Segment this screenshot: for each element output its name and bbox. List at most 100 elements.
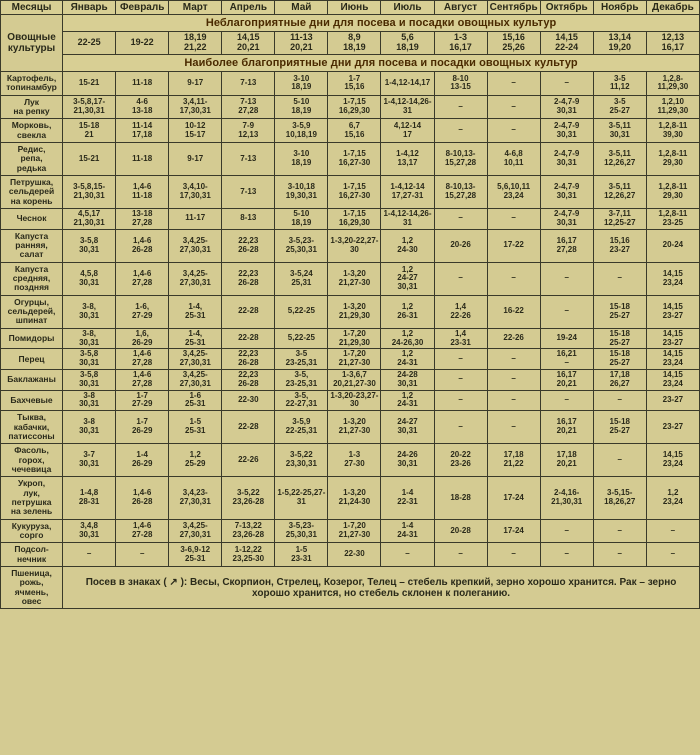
month-6: Июль xyxy=(381,1,434,15)
crop-6-m10: 15,1623-27 xyxy=(593,229,646,262)
crop-15-m2: 3,4,23-27,30,31 xyxy=(169,477,222,519)
crop-5-m8: – xyxy=(487,209,540,230)
crop-1-m0: 3-5,8,17-21,30,31 xyxy=(63,95,116,119)
crop-8-m11: 14,1523-27 xyxy=(646,295,699,328)
crop-label-7: Капуста средняя,поздняя xyxy=(1,262,63,295)
crop-1-m6: 1-4,12-14,26-31 xyxy=(381,95,434,119)
crop-17-m0: – xyxy=(63,543,116,567)
crop-16-m0: 3,4,830,31 xyxy=(63,519,116,543)
crop-13-m10: 15-1825-27 xyxy=(593,411,646,444)
crop-15-m6: 1-422-31 xyxy=(381,477,434,519)
crop-14-m10: – xyxy=(593,444,646,477)
crop-2-m6: 4,12-1417 xyxy=(381,119,434,143)
crop-15-m5: 1-3,2021,24-30 xyxy=(328,477,381,519)
crop-15-m9: 2-4,16-21,30,31 xyxy=(540,477,593,519)
month-11: Декабрь xyxy=(646,1,699,15)
month-10: Ноябрь xyxy=(593,1,646,15)
crop-16-m1: 1,4-627-28 xyxy=(116,519,169,543)
crop-0-m1: 11-18 xyxy=(116,71,169,95)
crop-5-m4: 5-1018,19 xyxy=(275,209,328,230)
crop-5-m5: 1-7,1516,29,30 xyxy=(328,209,381,230)
month-4: Май xyxy=(275,1,328,15)
crop-8-m8: 16-22 xyxy=(487,295,540,328)
footer-note: Посев в знаках ( ↗ ): Весы, Скорпион, Ст… xyxy=(63,566,700,608)
crop-4-m9: 2-4,7-930,31 xyxy=(540,176,593,209)
crop-9-m2: 1-4,25-31 xyxy=(169,328,222,349)
crop-0-m7: 8-1013-15 xyxy=(434,71,487,95)
crop-17-m9: – xyxy=(540,543,593,567)
crop-14-m0: 3-730,31 xyxy=(63,444,116,477)
crop-13-m1: 1-726-29 xyxy=(116,411,169,444)
crop-3-m7: 8-10,13-15,27,28 xyxy=(434,143,487,176)
wheat-label: Пшеница,рожь,ячмень,овес xyxy=(1,566,63,608)
crop-15-m3: 3-5,2223,26-28 xyxy=(222,477,275,519)
crop-8-m6: 1,226-31 xyxy=(381,295,434,328)
crop-2-m10: 3-5,1130,31 xyxy=(593,119,646,143)
crop-label-15: Укроп,лук,петрушкана зелень xyxy=(1,477,63,519)
crop-17-m3: 1-12,2223,25-30 xyxy=(222,543,275,567)
crop-7-m1: 1,4-627,28 xyxy=(116,262,169,295)
crop-6-m11: 20-24 xyxy=(646,229,699,262)
crop-6-m0: 3-5,830,31 xyxy=(63,229,116,262)
crop-2-m5: 6,715,16 xyxy=(328,119,381,143)
crop-13-m6: 24-2730,31 xyxy=(381,411,434,444)
crop-9-m3: 22-28 xyxy=(222,328,275,349)
crop-2-m8: – xyxy=(487,119,540,143)
crop-4-m0: 3-5,8,15-21,30,31 xyxy=(63,176,116,209)
crop-0-m0: 15-21 xyxy=(63,71,116,95)
month-1: Февраль xyxy=(116,1,169,15)
banner-favorable: Наиболее благоприятные дни для посева и … xyxy=(63,54,700,71)
crop-5-m7: – xyxy=(434,209,487,230)
unfav-4: 11-1320,21 xyxy=(275,32,328,55)
corner-months: Месяцы xyxy=(1,1,63,15)
crop-12-m3: 22-30 xyxy=(222,390,275,411)
crop-11-m10: 17,1826,27 xyxy=(593,369,646,390)
crop-4-m1: 1,4-611-18 xyxy=(116,176,169,209)
crop-17-m4: 1-523-31 xyxy=(275,543,328,567)
crop-4-m10: 3-5,1112,26,27 xyxy=(593,176,646,209)
crop-14-m8: 17,1821,22 xyxy=(487,444,540,477)
crop-11-m5: 1-3,6,720,21,27-30 xyxy=(328,369,381,390)
crop-2-m0: 15-1821 xyxy=(63,119,116,143)
crop-7-m9: – xyxy=(540,262,593,295)
crop-3-m2: 9-17 xyxy=(169,143,222,176)
unfav-6: 5,618,19 xyxy=(381,32,434,55)
month-3: Апрель xyxy=(222,1,275,15)
crop-label-11: Баклажаны xyxy=(1,369,63,390)
crop-label-2: Морковь,свекла xyxy=(1,119,63,143)
crop-17-m1: – xyxy=(116,543,169,567)
crop-7-m7: – xyxy=(434,262,487,295)
crop-0-m10: 3-511,12 xyxy=(593,71,646,95)
crop-16-m11: – xyxy=(646,519,699,543)
crop-1-m2: 3,4,11-17,30,31 xyxy=(169,95,222,119)
crop-label-17: Подсол-нечник xyxy=(1,543,63,567)
crop-16-m8: 17-24 xyxy=(487,519,540,543)
crop-9-m7: 1,423-31 xyxy=(434,328,487,349)
crop-label-6: Капуста ранняя,салат xyxy=(1,229,63,262)
crop-12-m10: – xyxy=(593,390,646,411)
crop-12-m0: 3-830,31 xyxy=(63,390,116,411)
crop-label-14: Фасоль,горох,чечевица xyxy=(1,444,63,477)
crop-label-12: Бахчевые xyxy=(1,390,63,411)
crop-3-m6: 1-4,1213,17 xyxy=(381,143,434,176)
month-5: Июнь xyxy=(328,1,381,15)
calendar-table: МесяцыЯнварьФевральМартАпрельМайИюньИюль… xyxy=(0,0,700,609)
crop-10-m8: – xyxy=(487,349,540,370)
crop-14-m3: 22-26 xyxy=(222,444,275,477)
crop-5-m6: 1-4,12-14,26-31 xyxy=(381,209,434,230)
unfav-9: 14,1522-24 xyxy=(540,32,593,55)
crop-14-m1: 1-426-29 xyxy=(116,444,169,477)
crop-label-4: Петрушка,сельдерейна корень xyxy=(1,176,63,209)
crop-2-m3: 7-912,13 xyxy=(222,119,275,143)
crop-12-m2: 1-625-31 xyxy=(169,390,222,411)
crop-1-m3: 7-1327,28 xyxy=(222,95,275,119)
crop-15-m11: 1,223,24 xyxy=(646,477,699,519)
crop-3-m11: 1,2,8-1129,30 xyxy=(646,143,699,176)
unfav-2: 18,1921,22 xyxy=(169,32,222,55)
crop-17-m5: 22-30 xyxy=(328,543,381,567)
crop-17-m8: – xyxy=(487,543,540,567)
unfav-5: 8,918,19 xyxy=(328,32,381,55)
crop-11-m9: 16,1720,21 xyxy=(540,369,593,390)
crop-7-m11: 14,1523,24 xyxy=(646,262,699,295)
crop-4-m5: 1-7,1516,27-30 xyxy=(328,176,381,209)
